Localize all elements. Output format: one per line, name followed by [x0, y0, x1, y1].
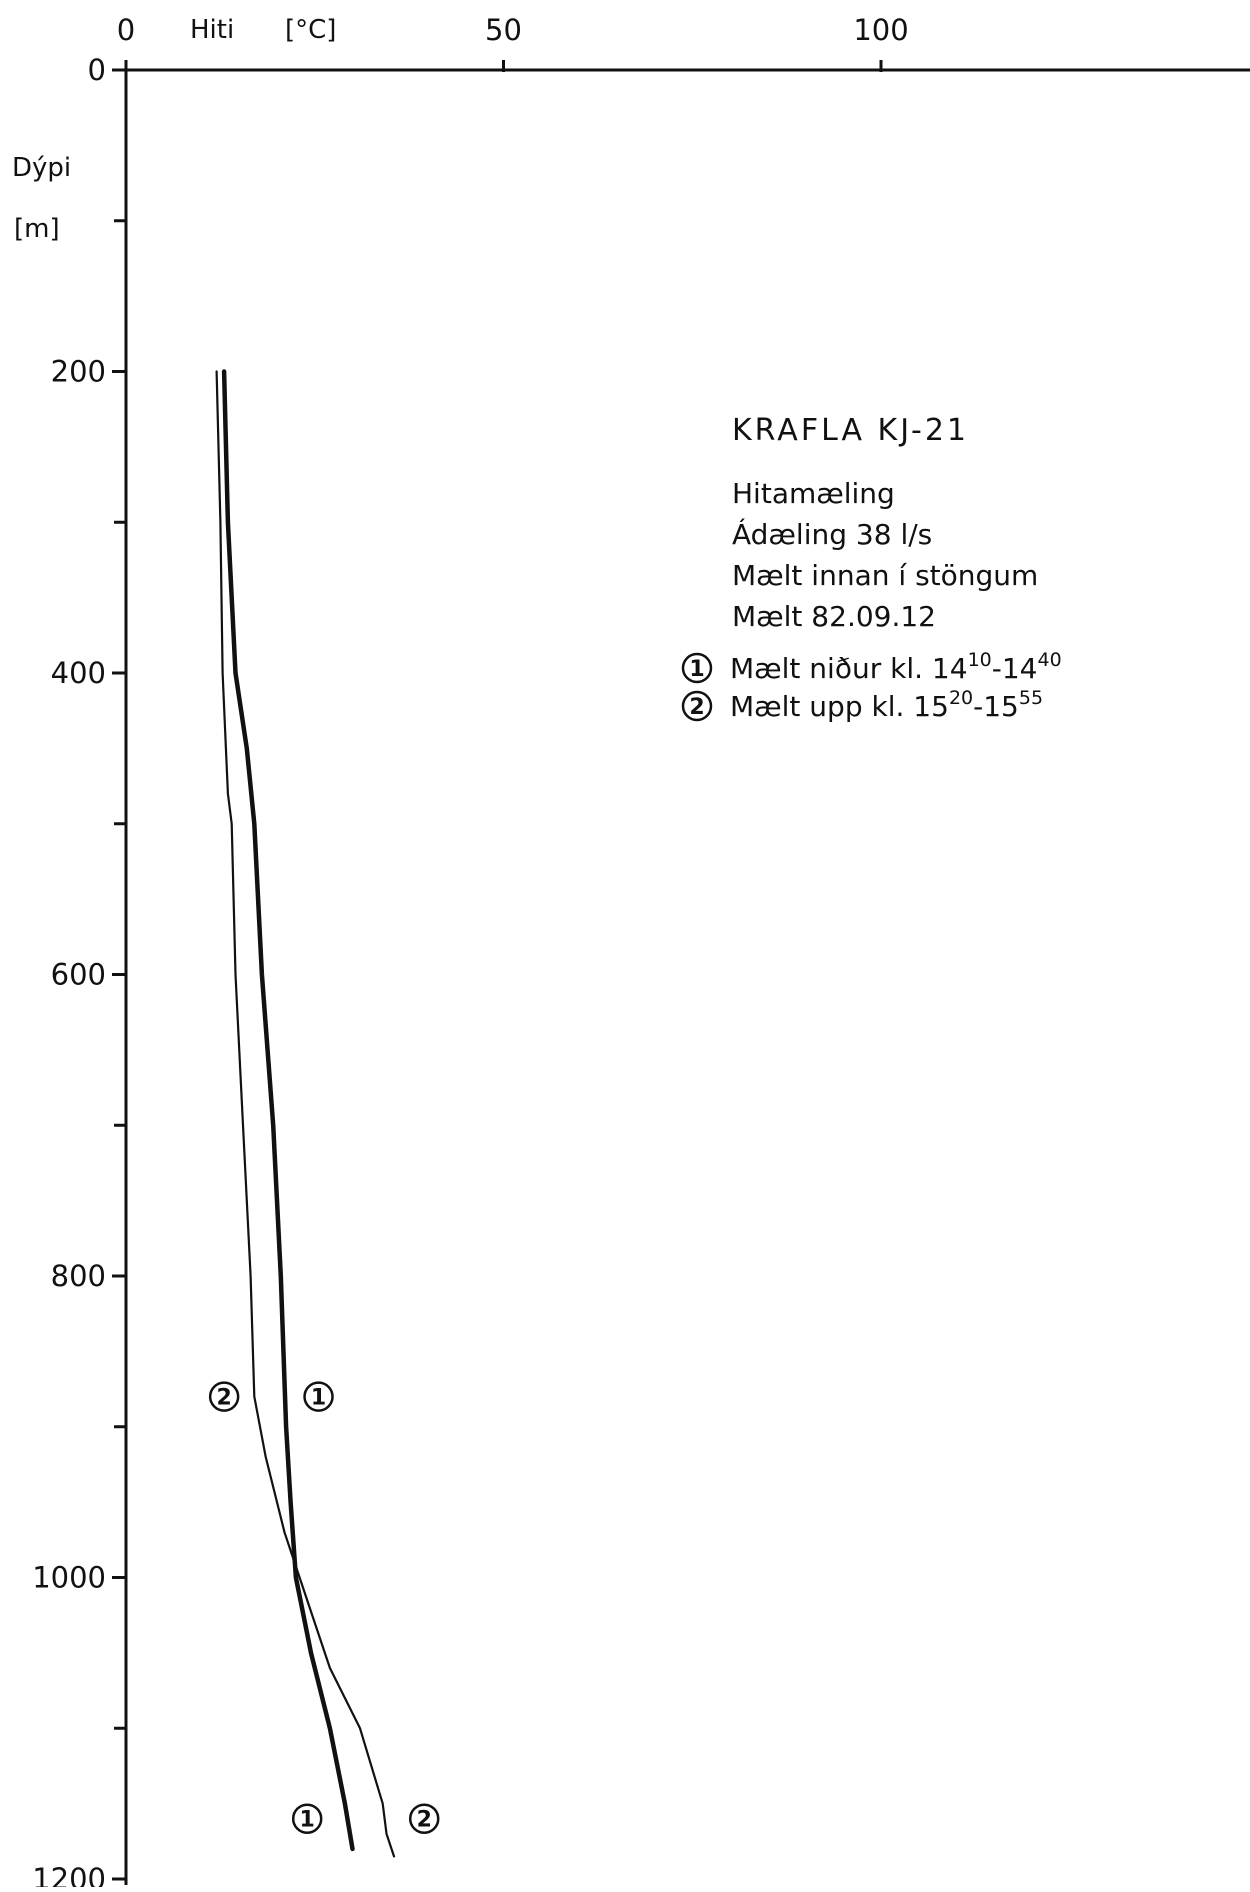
y-tick-label: 600: [51, 958, 106, 992]
x-axis-unit: [°C]: [285, 15, 336, 45]
curve-marker-circle: [291, 1803, 323, 1834]
y-tick-label: 400: [51, 656, 106, 690]
legend-marker-circle: [681, 652, 713, 684]
series-layer: [215, 369, 396, 1858]
y-axis-unit: [m]: [14, 214, 60, 244]
x-tick-label: 100: [853, 13, 908, 47]
y-tick-label: 800: [51, 1259, 106, 1293]
curve-marker-circle: [408, 1803, 440, 1834]
curve-marker-label: 1: [300, 1808, 315, 1833]
legend-marker-label: 2: [689, 695, 704, 720]
legend-entry-2: 2 Mælt upp kl. 1520-1555: [681, 687, 1043, 723]
legend-entry-text: Mælt niður kl. 1410-1440: [730, 649, 1062, 685]
legend-time-end-minutes: 55: [1019, 687, 1043, 709]
legend-time-end: -14: [992, 652, 1038, 685]
y-axis-label: Dýpi: [12, 153, 71, 183]
legend-time-start-minutes: 20: [949, 687, 973, 709]
legend-marker-label: 1: [689, 657, 704, 682]
chart-legend: 1 Mælt niður kl. 1410-1440 2 Mælt upp kl. 1…: [681, 649, 1062, 723]
curve-marker-circle: [303, 1381, 334, 1412]
chart-subtitle-line: Mælt innan í stöngum: [732, 559, 1038, 592]
curve-marker-label: 1: [311, 1386, 326, 1411]
chart-subtitle-line: Mælt 82.09.12: [732, 600, 936, 633]
y-tick-label: 1000: [32, 1561, 106, 1595]
legend-time-end: -15: [973, 690, 1019, 723]
legend-time-start-minutes: 10: [968, 649, 992, 671]
chart-subtitle-block: Hitamæling Ádæling 38 l/s Mælt innan í stö…: [732, 477, 1038, 633]
x-tick-label: 50: [485, 13, 522, 47]
legend-marker-circle: [681, 690, 713, 722]
y-tick-label: 0: [88, 53, 106, 87]
y-tick-label: 1200: [32, 1862, 106, 1887]
y-tick-label: 200: [51, 355, 106, 389]
chart-subtitle-line: Hitamæling: [732, 477, 895, 510]
curve-marker-label: 2: [216, 1386, 231, 1411]
legend-time-start: Mælt niður kl. 14: [730, 652, 968, 685]
x-tick-label: 0: [117, 13, 135, 47]
curve-marker-label: 2: [417, 1808, 432, 1833]
legend-time-end-minutes: 40: [1037, 649, 1061, 671]
curve-markers-layer: 1 2 1 2: [208, 1381, 440, 1834]
legend-time-start: Mælt upp kl. 15: [730, 690, 949, 723]
x-axis-label: Hiti: [190, 15, 234, 45]
curve-marker-1: 1: [303, 1381, 334, 1412]
series-2-line: [215, 370, 396, 1858]
series-1-line: [221, 369, 355, 1852]
legend-entry-text: Mælt upp kl. 1520-1555: [730, 687, 1043, 723]
curve-marker-2: 2: [408, 1803, 440, 1834]
legend-entry-1: 1 Mælt niður kl. 1410-1440: [681, 649, 1062, 685]
chart-subtitle-line: Ádæling 38 l/s: [732, 517, 932, 551]
curve-marker-1: 1: [291, 1803, 323, 1834]
chart-title: KRAFLA KJ-21: [732, 413, 969, 448]
curve-marker-circle: [208, 1381, 240, 1412]
curve-marker-2: 2: [208, 1381, 240, 1412]
